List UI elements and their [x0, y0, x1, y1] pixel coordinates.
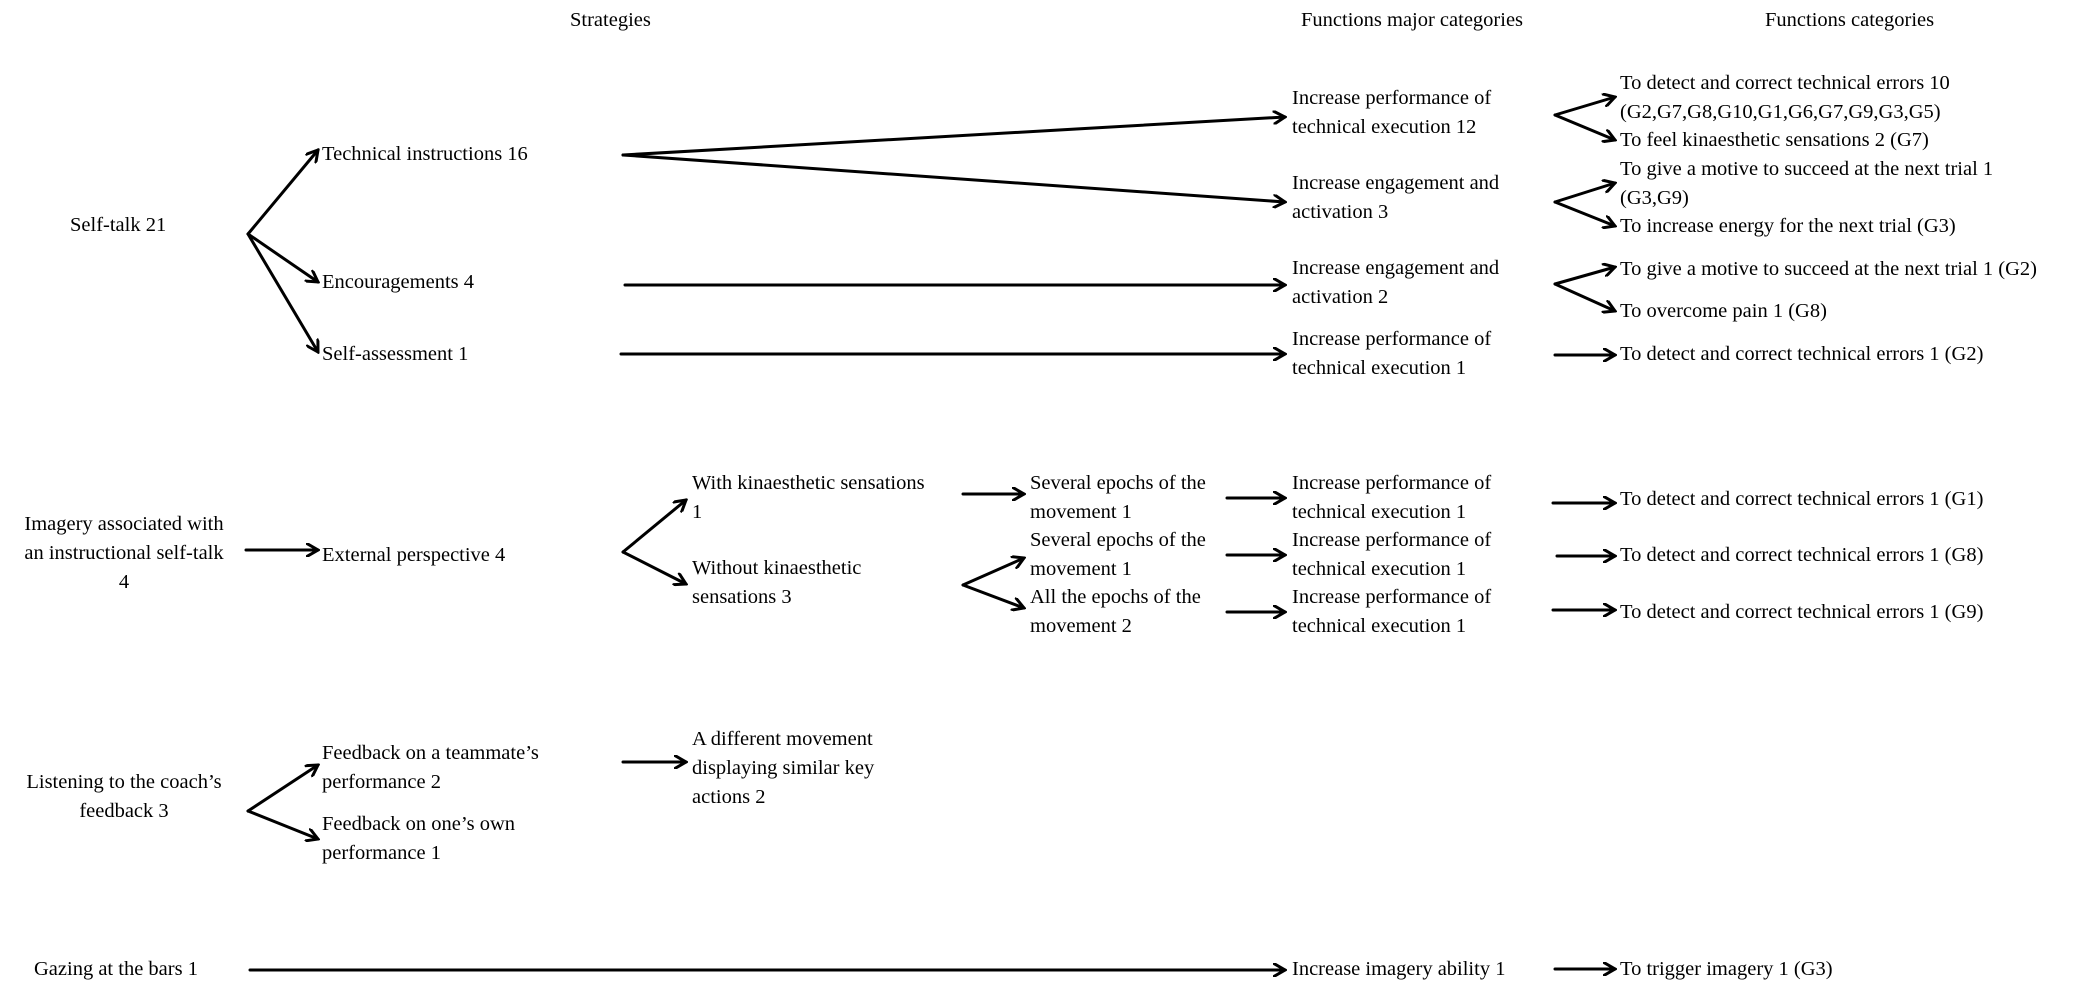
node-imagery: Imagery associated with an instructional…	[8, 510, 240, 597]
node-major-imagery-ability: Increase imagery ability 1	[1292, 958, 1506, 980]
node-several-epochs-1: Several epochs of the movement 1	[1030, 469, 1206, 527]
arrow-major12-cat1	[1553, 97, 1615, 117]
text-line: (G3,G9)	[1620, 187, 1689, 209]
arrow-engagement2-cat6	[1553, 282, 1615, 311]
text-line: displaying similar key	[692, 757, 875, 779]
text-line: technical execution 1	[1292, 501, 1467, 523]
text-line: To detect and correct technical errors 1…	[1620, 72, 1950, 94]
node-gazing: Gazing at the bars 1	[34, 958, 198, 980]
text-line: 1	[692, 501, 703, 523]
node-self-talk: Self-talk 21	[70, 214, 167, 236]
node-listening: Listening to the coach’s feedback 3	[8, 768, 240, 826]
node-technical-instructions: Technical instructions 16	[322, 143, 528, 165]
arrow-major12-cat2	[1553, 113, 1615, 140]
text-line: Increase engagement and	[1292, 172, 1500, 194]
header-strategies: Strategies	[570, 9, 651, 31]
arrow-engagement3-cat4	[1553, 200, 1615, 226]
text-line: Feedback on a teammate’s	[322, 742, 539, 764]
node-cat-detect-errors-g9: To detect and correct technical errors 1…	[1620, 601, 1984, 623]
node-major-increase-performance-12: Increase performance of technical execut…	[1292, 84, 1491, 142]
text-line: With kinaesthetic sensations	[692, 472, 925, 494]
arrow-external-withoutkin	[621, 550, 686, 584]
node-major-imagery-3: Increase performance of technical execut…	[1292, 583, 1491, 641]
node-self-assessment: Self-assessment 1	[322, 343, 469, 365]
text-line: Several epochs of the	[1030, 472, 1206, 494]
node-cat-motive-1: To give a motive to succeed at the next …	[1620, 155, 1993, 213]
node-several-epochs-2: Several epochs of the movement 1	[1030, 526, 1206, 584]
text-line: Several epochs of the	[1030, 529, 1206, 551]
arrow-engagement3-cat3	[1553, 183, 1615, 204]
node-major-imagery-2: Increase performance of technical execut…	[1292, 526, 1491, 584]
node-encouragements: Encouragements 4	[322, 271, 474, 293]
arrow-selftalk-encouragements	[246, 232, 318, 282]
arrow-technical-major12	[621, 117, 1285, 157]
node-without-kinaesthetic: Without kinaesthetic sensations 3	[692, 554, 861, 612]
arrow-engagement2-cat5	[1553, 267, 1615, 286]
text-line: Increase performance of	[1292, 328, 1492, 350]
text-line: Imagery associated with	[24, 513, 224, 535]
node-major-engagement-3: Increase engagement and activation 3	[1292, 169, 1499, 227]
text-line: feedback 3	[79, 800, 169, 822]
text-line: Increase performance of	[1292, 87, 1492, 109]
text-line: movement 2	[1030, 615, 1132, 637]
header-functions-categories: Functions categories	[1765, 9, 1935, 31]
text-line: technical execution 12	[1292, 116, 1477, 138]
text-line: All the epochs of the	[1030, 586, 1201, 608]
text-line: Feedback on one’s own	[322, 813, 515, 835]
node-major-increase-performance-1a: Increase performance of technical execut…	[1292, 325, 1491, 383]
text-line: A different movement	[692, 728, 873, 750]
arrow-selftalk-technical	[246, 150, 318, 236]
text-line: Increase performance of	[1292, 586, 1492, 608]
node-external-perspective: External perspective 4	[322, 544, 506, 566]
node-with-kinaesthetic: With kinaesthetic sensations 1	[692, 469, 925, 527]
node-cat-detect-errors-g8: To detect and correct technical errors 1…	[1620, 544, 1984, 566]
node-feedback-own: Feedback on one’s own performance 1	[322, 810, 515, 868]
node-all-epochs: All the epochs of the movement 2	[1030, 583, 1201, 641]
text-line: actions 2	[692, 786, 766, 808]
text-line: To give a motive to succeed at the next …	[1620, 158, 1994, 180]
text-line: activation 3	[1292, 201, 1389, 223]
node-different-movement: A different movement displaying similar …	[692, 725, 874, 812]
header-functions-major-categories: Functions major categories	[1301, 9, 1524, 31]
text-line: movement 1	[1030, 501, 1132, 523]
arrow-withoutkin-epochs2	[961, 558, 1024, 587]
node-cat-detect-errors-10: To detect and correct technical errors 1…	[1620, 69, 1950, 127]
text-line: 4	[118, 571, 130, 593]
text-line: (G2,G7,G8,G10,G1,G6,G7,G9,G3,G5)	[1620, 101, 1941, 123]
node-cat-detect-errors-g1: To detect and correct technical errors 1…	[1620, 488, 1984, 510]
text-line: technical execution 1	[1292, 357, 1467, 379]
text-line: Increase engagement and	[1292, 257, 1500, 279]
arrow-withoutkin-epochs3	[961, 583, 1024, 608]
node-feedback-teammate: Feedback on a teammate’s performance 2	[322, 739, 539, 797]
text-line: an instructional self-talk	[24, 542, 224, 564]
node-cat-trigger-imagery: To trigger imagery 1 (G3)	[1620, 958, 1833, 980]
node-cat-overcome-pain: To overcome pain 1 (G8)	[1620, 300, 1827, 322]
node-cat-detect-errors-g2: To detect and correct technical errors 1…	[1620, 343, 1984, 365]
node-cat-motive-g2: To give a motive to succeed at the next …	[1620, 258, 2037, 280]
arrow-listening-own	[246, 809, 318, 839]
text-line: movement 1	[1030, 558, 1132, 580]
text-line: sensations 3	[692, 586, 792, 608]
arrow-external-withkin	[621, 500, 686, 554]
node-cat-increase-energy: To increase energy for the next trial (G…	[1620, 215, 1956, 237]
text-line: performance 1	[322, 842, 441, 864]
text-line: Listening to the coach’s	[26, 771, 222, 793]
text-line: technical execution 1	[1292, 558, 1467, 580]
text-line: technical execution 1	[1292, 615, 1467, 637]
arrow-listening-teammate	[246, 765, 318, 813]
arrow-selftalk-selfassessment	[246, 232, 318, 352]
text-line: Increase performance of	[1292, 472, 1492, 494]
node-cat-kinaesthetic-2: To feel kinaesthetic sensations 2 (G7)	[1620, 129, 1929, 151]
arrow-technical-engagement3	[621, 153, 1285, 202]
text-line: activation 2	[1292, 286, 1389, 308]
node-major-engagement-2: Increase engagement and activation 2	[1292, 254, 1499, 312]
text-line: Increase performance of	[1292, 529, 1492, 551]
text-line: Without kinaesthetic	[692, 557, 862, 579]
node-major-imagery-1: Increase performance of technical execut…	[1292, 469, 1491, 527]
text-line: performance 2	[322, 771, 441, 793]
